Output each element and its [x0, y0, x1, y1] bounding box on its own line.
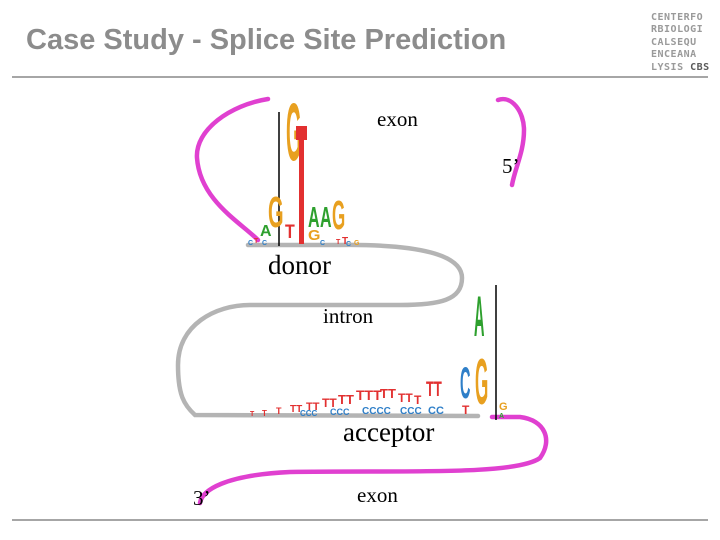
acceptor-logo-letter-T: T — [462, 403, 470, 417]
acceptor-logo-polypyrimidine-tract: T T T TT TT TT TT TTT TT TT T TT CCC CCC… — [250, 284, 508, 420]
acceptor-sequence-logo: T T T TT TT TT TT TTT TT TT T TT CCC CCC… — [250, 284, 508, 420]
acceptor-logo-letter-T: T — [276, 406, 282, 416]
acceptor-logo-letter-C: CCC — [400, 406, 422, 417]
acceptor-label: acceptor — [343, 417, 434, 447]
donor-logo-letter-G: G — [268, 188, 284, 237]
exon-top-label: exon — [377, 107, 418, 131]
donor-logo-small-C: C — [346, 241, 351, 248]
donor-label: donor — [268, 250, 331, 280]
donor-logo-small-letters: C T C C T C G — [248, 238, 360, 248]
logo-row-5-prefix: LYSIS — [651, 61, 691, 73]
donor-logo-small-G: G — [354, 240, 360, 247]
logo-row-3: CALSEQU — [651, 36, 697, 48]
acceptor-logo-letter-T: TT — [306, 401, 320, 413]
donor-logo-small-C: C — [248, 240, 253, 247]
acceptor-logo-letter-T: T — [250, 411, 255, 418]
logo-row-2: RBIOLOGI — [651, 24, 704, 36]
acceptor-logo-letter-T: TT — [322, 396, 337, 410]
logo-row-4: ENCEANA — [651, 49, 697, 61]
donor-logo-letter-T-bar — [296, 126, 307, 140]
donor-logo-letter-T: T — [285, 221, 295, 243]
acceptor-logo-letter-T: T — [414, 393, 422, 407]
acceptor-logo-letter-C: C — [460, 358, 470, 408]
exon-bottom-curve — [197, 414, 549, 506]
donor-logo-small-C: C — [262, 240, 267, 247]
footer-divider — [12, 519, 708, 521]
intron-curve — [175, 242, 481, 419]
page-title: Case Study - Splice Site Prediction — [26, 24, 507, 56]
acceptor-logo-letter-C: CCCC — [362, 406, 391, 417]
logo-cbs-mark: CBS — [690, 61, 710, 73]
acceptor-logo-letter-T: T — [262, 409, 267, 418]
acceptor-logo-letter-A: A — [474, 284, 484, 348]
donor-logo-letter-G: G — [286, 86, 301, 178]
acceptor-logo-letter-C: CCC — [330, 407, 350, 417]
exon-top-right-curve — [495, 96, 527, 188]
donor-logo-small-T: T — [336, 239, 341, 246]
five-prime-label: 5’ — [502, 154, 520, 178]
acceptor-logo-letter-T: TT — [426, 377, 442, 401]
donor-logo-letter-T: T — [342, 236, 348, 247]
exon-bottom-label: exon — [357, 483, 398, 507]
exon-top-curve — [194, 96, 271, 243]
acceptor-logo-letter-T: TT — [290, 404, 302, 415]
acceptor-logo-letter-C: CCC — [300, 409, 318, 418]
donor-logo-letter-stack-right: A A G G T — [308, 192, 348, 247]
acceptor-logo-letter-G: G — [475, 347, 488, 419]
header-divider — [12, 76, 708, 78]
donor-logo-letter-G: G — [332, 192, 345, 238]
acceptor-logo-letter-T: TT — [338, 392, 354, 407]
acceptor-logo-letter-T: TT — [398, 391, 413, 405]
logo-row-5: LYSIS CBS — [651, 62, 710, 74]
donor-logo-small-T: T — [254, 238, 259, 245]
acceptor-logo-letter-T: TTT — [356, 387, 382, 403]
donor-logo-letter-T-stem — [299, 140, 304, 244]
logo-row-1: CENTERFO — [651, 12, 704, 23]
donor-logo-letter-A: A — [308, 201, 320, 233]
donor-logo-letter-A: A — [260, 223, 272, 240]
donor-logo-letter-stack-left: A G G T — [260, 86, 301, 243]
acceptor-logo-letter-A: A — [499, 413, 504, 420]
donor-logo-letter-A: A — [320, 201, 332, 233]
cbs-logo: CENTERFO RBIOLOGI CALSEQU ENCEANA LYSIS … — [651, 12, 710, 74]
acceptor-logo-letter-T: TT — [380, 386, 396, 401]
donor-logo-letter-G: G — [308, 228, 320, 244]
donor-sequence-logo: A G G T A A G G T C T C C T C G — [248, 86, 360, 248]
intron-label: intron — [323, 304, 374, 328]
three-prime-label: 3’ — [193, 486, 211, 510]
donor-logo-small-C: C — [320, 240, 325, 247]
acceptor-logo-letter-C: CC — [428, 405, 444, 417]
acceptor-logo-letter-G: G — [499, 401, 508, 413]
